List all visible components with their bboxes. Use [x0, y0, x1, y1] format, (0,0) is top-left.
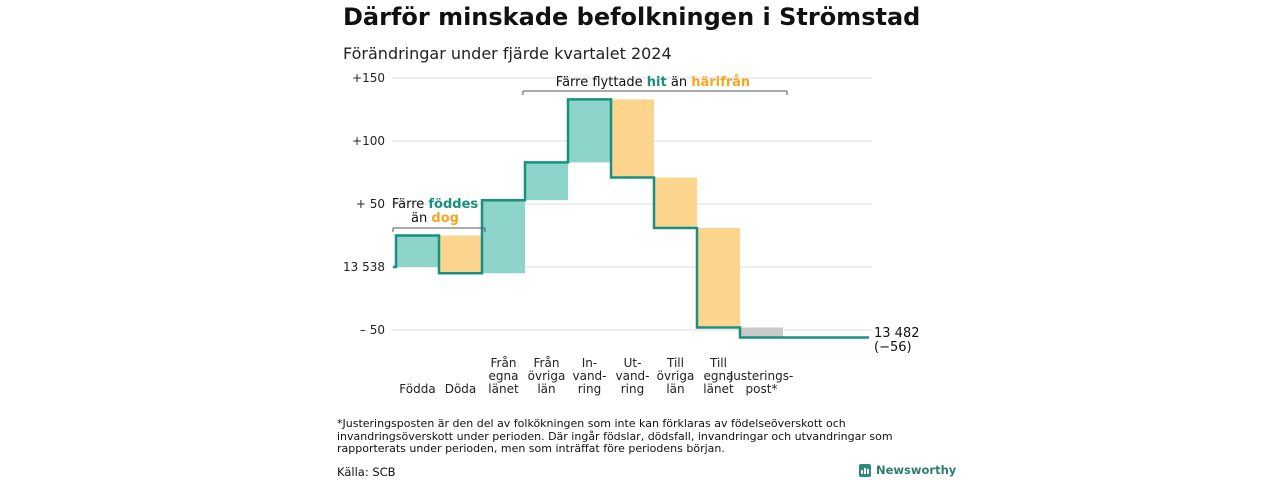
annotation-moves: Färre flyttade hit än härifrån: [556, 75, 750, 90]
annotation-births-line2: än dog: [411, 211, 459, 226]
x-category-label: egna: [489, 369, 519, 383]
y-tick-label: + 50: [356, 197, 385, 211]
bar-0: [396, 235, 439, 267]
x-category-label: Ut-: [624, 356, 642, 370]
x-category-label: övriga: [657, 369, 695, 383]
end-value-label: 13 482: [874, 326, 920, 341]
x-category-label: övriga: [528, 369, 566, 383]
x-category-label: post*: [746, 382, 778, 396]
x-category-label: egna: [704, 369, 734, 383]
x-category-label: länet: [703, 382, 734, 396]
annotation-births-line1: Färre föddes: [392, 197, 479, 212]
bar-4: [568, 99, 611, 163]
x-category-label: Döda: [445, 382, 477, 396]
footnote: *Justeringsposten är den del av folkökni…: [337, 417, 893, 455]
x-category-label: vand-: [615, 369, 649, 383]
y-tick-label: +150: [352, 71, 385, 85]
x-category-label: Till: [709, 356, 727, 370]
x-category-label: Födda: [399, 382, 435, 396]
brand-name: Newsworthy: [876, 463, 957, 477]
bar-1: [439, 235, 482, 274]
chart-subtitle: Förändringar under fjärde kvartalet 2024: [343, 44, 672, 63]
x-category-label: länet: [488, 382, 519, 396]
y-tick-label: – 50: [360, 323, 385, 337]
y-tick-label: +100: [352, 134, 385, 148]
x-category-label: ring: [578, 382, 602, 396]
bar-6: [654, 177, 697, 228]
x-category-label: Till: [666, 356, 684, 370]
bar-3: [525, 162, 568, 201]
x-category-label: ring: [621, 382, 645, 396]
x-category-label: vand-: [572, 369, 606, 383]
x-category-label: Från: [491, 356, 517, 370]
bar-5: [611, 99, 654, 178]
bar-2: [482, 200, 525, 274]
x-category-label: län: [666, 382, 684, 396]
chart-title: Därför minskade befolkningen i Strömstad: [343, 3, 921, 31]
cumulative-line: [393, 98, 869, 339]
x-category-label: län: [537, 382, 555, 396]
bar-8: [740, 327, 783, 338]
end-change-label: (−56): [874, 340, 912, 355]
source-label: Källa: SCB: [337, 465, 396, 479]
newsworthy-icon: [859, 463, 871, 477]
y-tick-label: 13 538: [343, 260, 385, 274]
brand-logo: Newsworthy: [859, 463, 956, 477]
x-category-label: Från: [534, 356, 560, 370]
x-category-label: Justerings-: [729, 369, 794, 383]
bar-7: [697, 227, 740, 328]
x-category-label: In-: [582, 356, 597, 370]
